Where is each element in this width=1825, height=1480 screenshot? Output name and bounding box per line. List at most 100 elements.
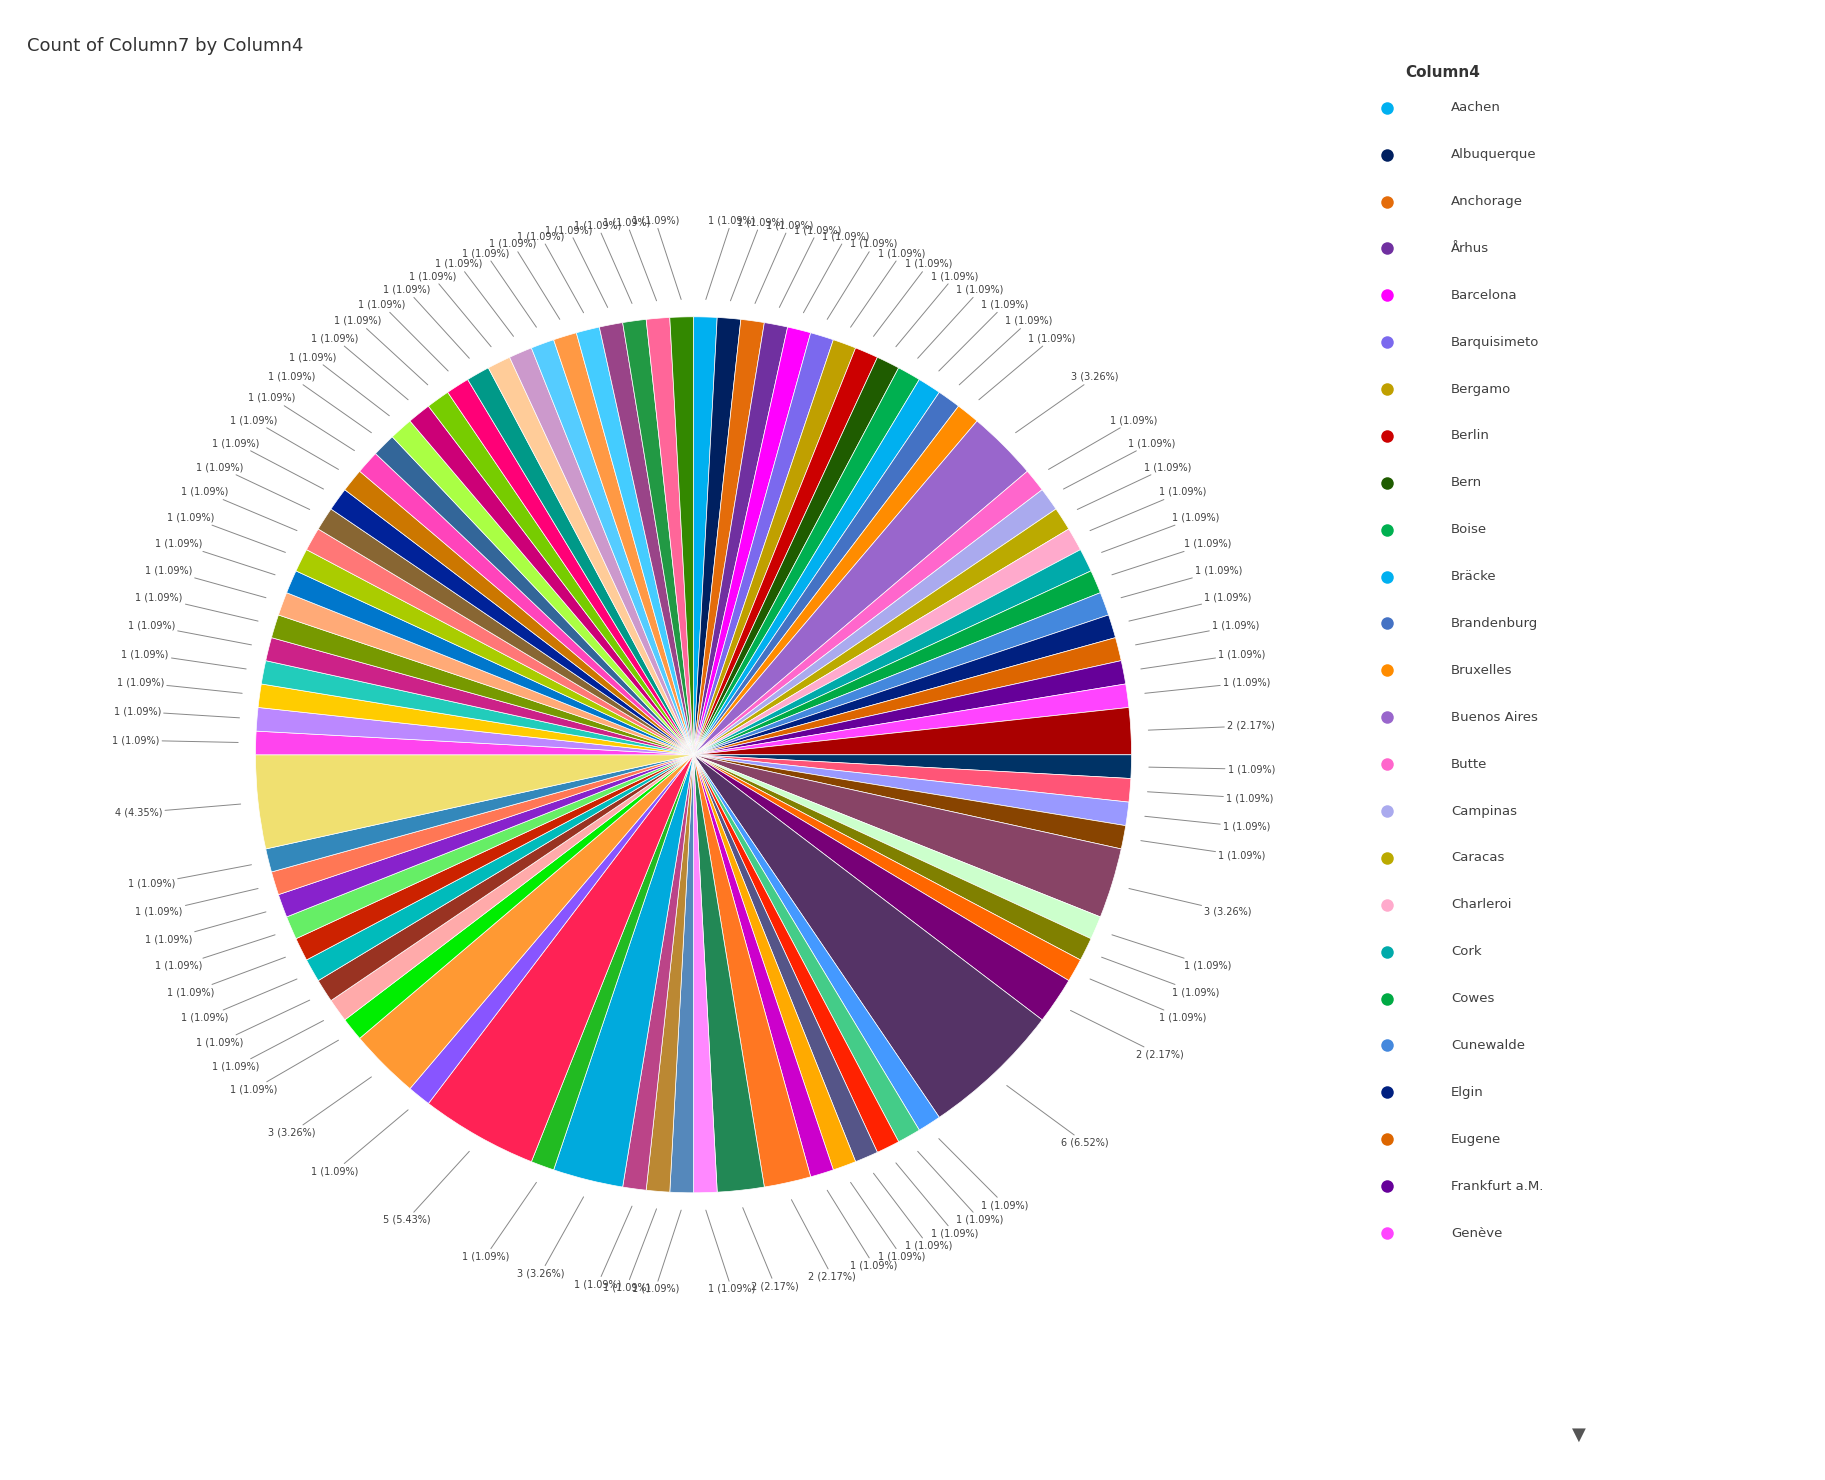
- Wedge shape: [376, 437, 694, 755]
- Wedge shape: [257, 684, 694, 755]
- Text: 1 (1.09%): 1 (1.09%): [1148, 792, 1274, 804]
- Wedge shape: [330, 490, 694, 755]
- Wedge shape: [360, 755, 694, 1089]
- Text: 1 (1.09%): 1 (1.09%): [434, 259, 513, 336]
- Text: 1 (1.09%): 1 (1.09%): [168, 958, 285, 998]
- Wedge shape: [694, 660, 1126, 755]
- Wedge shape: [694, 317, 717, 755]
- Text: Campinas: Campinas: [1451, 805, 1517, 817]
- Wedge shape: [553, 755, 694, 1187]
- Wedge shape: [694, 755, 1132, 802]
- Text: 1 (1.09%): 1 (1.09%): [113, 706, 239, 718]
- Text: 1 (1.09%): 1 (1.09%): [631, 1211, 681, 1294]
- Text: 1 (1.09%): 1 (1.09%): [128, 864, 252, 889]
- Text: Cowes: Cowes: [1451, 992, 1495, 1005]
- Wedge shape: [646, 755, 694, 1193]
- Wedge shape: [256, 755, 694, 850]
- Text: Barquisimeto: Barquisimeto: [1451, 336, 1538, 349]
- Text: 6 (6.52%): 6 (6.52%): [1007, 1085, 1108, 1148]
- Text: 1 (1.09%): 1 (1.09%): [1077, 462, 1192, 509]
- Wedge shape: [296, 549, 694, 755]
- Text: Caracas: Caracas: [1451, 851, 1504, 864]
- Text: 1 (1.09%): 1 (1.09%): [631, 216, 681, 299]
- Text: Count of Column7 by Column4: Count of Column7 by Column4: [27, 37, 303, 55]
- Wedge shape: [266, 638, 694, 755]
- Text: Anchorage: Anchorage: [1451, 195, 1522, 209]
- Text: 1 (1.09%): 1 (1.09%): [1130, 593, 1252, 622]
- Text: 2 (2.17%): 2 (2.17%): [1071, 1011, 1184, 1060]
- Text: 1 (1.09%): 1 (1.09%): [144, 912, 266, 944]
- Text: Cork: Cork: [1451, 946, 1482, 958]
- Text: 1 (1.09%): 1 (1.09%): [290, 352, 389, 416]
- Text: Bruxelles: Bruxelles: [1451, 665, 1513, 676]
- Wedge shape: [266, 755, 694, 872]
- Text: 1 (1.09%): 1 (1.09%): [978, 333, 1075, 400]
- Wedge shape: [330, 755, 694, 1020]
- Wedge shape: [694, 755, 898, 1153]
- Text: 1 (1.09%): 1 (1.09%): [409, 271, 491, 346]
- Wedge shape: [694, 340, 856, 755]
- Text: 2 (2.17%): 2 (2.17%): [792, 1200, 856, 1282]
- Wedge shape: [694, 755, 717, 1193]
- Text: 1 (1.09%): 1 (1.09%): [195, 462, 310, 509]
- Wedge shape: [694, 707, 1132, 755]
- Text: 1 (1.09%): 1 (1.09%): [1102, 958, 1219, 998]
- Wedge shape: [531, 755, 694, 1169]
- Text: 1 (1.09%): 1 (1.09%): [1135, 620, 1259, 645]
- Text: 2 (2.17%): 2 (2.17%): [743, 1208, 799, 1291]
- Text: 1 (1.09%): 1 (1.09%): [117, 678, 243, 693]
- Text: 1 (1.09%): 1 (1.09%): [1141, 841, 1267, 860]
- Text: 4 (4.35%): 4 (4.35%): [115, 804, 241, 817]
- Wedge shape: [287, 571, 694, 755]
- Wedge shape: [670, 755, 694, 1193]
- Wedge shape: [694, 755, 1126, 850]
- Wedge shape: [694, 755, 1121, 918]
- Wedge shape: [411, 755, 694, 1104]
- Text: 1 (1.09%): 1 (1.09%): [268, 371, 372, 432]
- Wedge shape: [694, 392, 958, 755]
- Wedge shape: [694, 549, 1091, 755]
- Wedge shape: [694, 755, 810, 1187]
- Wedge shape: [256, 731, 694, 755]
- Text: 1 (1.09%): 1 (1.09%): [230, 414, 338, 469]
- Text: 1 (1.09%): 1 (1.09%): [827, 1190, 898, 1271]
- Wedge shape: [345, 755, 694, 1039]
- Wedge shape: [553, 333, 694, 755]
- Text: 1 (1.09%): 1 (1.09%): [334, 315, 427, 385]
- Wedge shape: [694, 755, 1069, 1020]
- Wedge shape: [599, 323, 694, 755]
- Text: 1 (1.09%): 1 (1.09%): [155, 935, 276, 971]
- Text: 1 (1.09%): 1 (1.09%): [730, 218, 785, 300]
- Wedge shape: [646, 317, 694, 755]
- Wedge shape: [694, 755, 1042, 1117]
- Text: 1 (1.09%): 1 (1.09%): [850, 1183, 925, 1261]
- Wedge shape: [345, 471, 694, 755]
- Text: 1 (1.09%): 1 (1.09%): [874, 259, 953, 336]
- Text: Boise: Boise: [1451, 524, 1487, 536]
- Text: 1 (1.09%): 1 (1.09%): [803, 231, 871, 312]
- Text: 1 (1.09%): 1 (1.09%): [168, 512, 285, 552]
- Text: Frankfurt a.M.: Frankfurt a.M.: [1451, 1180, 1544, 1193]
- Wedge shape: [694, 379, 940, 755]
- Wedge shape: [694, 348, 878, 755]
- Text: 1 (1.09%): 1 (1.09%): [181, 978, 297, 1023]
- Text: Berlin: Berlin: [1451, 429, 1489, 443]
- Text: 1 (1.09%): 1 (1.09%): [1064, 438, 1175, 488]
- Text: 1 (1.09%): 1 (1.09%): [516, 231, 584, 312]
- Wedge shape: [694, 755, 1080, 981]
- Text: 1 (1.09%): 1 (1.09%): [756, 221, 812, 303]
- Wedge shape: [694, 471, 1042, 755]
- Text: Buenos Aires: Buenos Aires: [1451, 710, 1538, 724]
- Wedge shape: [429, 392, 694, 755]
- Wedge shape: [694, 616, 1115, 755]
- Wedge shape: [694, 357, 898, 755]
- Wedge shape: [694, 317, 741, 755]
- Wedge shape: [429, 755, 694, 1162]
- Text: 1 (1.09%): 1 (1.09%): [358, 299, 449, 371]
- Text: 1 (1.09%): 1 (1.09%): [111, 736, 237, 746]
- Wedge shape: [272, 616, 694, 755]
- Text: 1 (1.09%): 1 (1.09%): [312, 1110, 409, 1177]
- Text: 1 (1.09%): 1 (1.09%): [1111, 935, 1232, 971]
- Text: 1 (1.09%): 1 (1.09%): [135, 593, 257, 622]
- Wedge shape: [287, 755, 694, 938]
